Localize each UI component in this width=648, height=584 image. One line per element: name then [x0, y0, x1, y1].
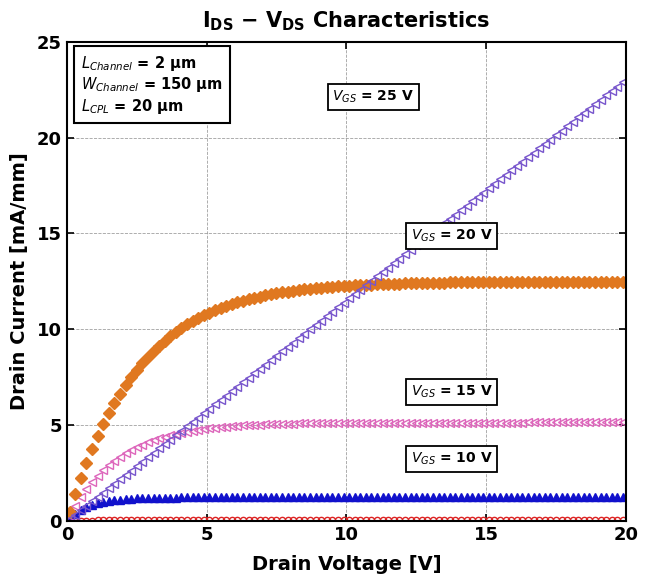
- X-axis label: Drain Voltage [V]: Drain Voltage [V]: [251, 555, 441, 574]
- Text: $V_{GS}$ = 10 V: $V_{GS}$ = 10 V: [411, 451, 492, 467]
- Y-axis label: Drain Current [mA/mm]: Drain Current [mA/mm]: [10, 152, 29, 411]
- Text: $V_{GS}$ = 15 V: $V_{GS}$ = 15 V: [411, 384, 492, 400]
- Text: $L_{Channel}$ = 2 μm
$W_{Channel}$ = 150 μm
$L_{CPL}$ = 20 μm: $L_{Channel}$ = 2 μm $W_{Channel}$ = 150…: [81, 54, 223, 116]
- Text: $V_{GS}$ = 20 V: $V_{GS}$ = 20 V: [411, 228, 492, 244]
- Title: $\bf{I_{DS}}$ $\bf{-}$ $\bf{V_{DS}}$ $\bf{Characteristics}$: $\bf{I_{DS}}$ $\bf{-}$ $\bf{V_{DS}}$ $\b…: [202, 10, 491, 33]
- Text: $V_{GS}$ = 25 V: $V_{GS}$ = 25 V: [332, 89, 414, 105]
